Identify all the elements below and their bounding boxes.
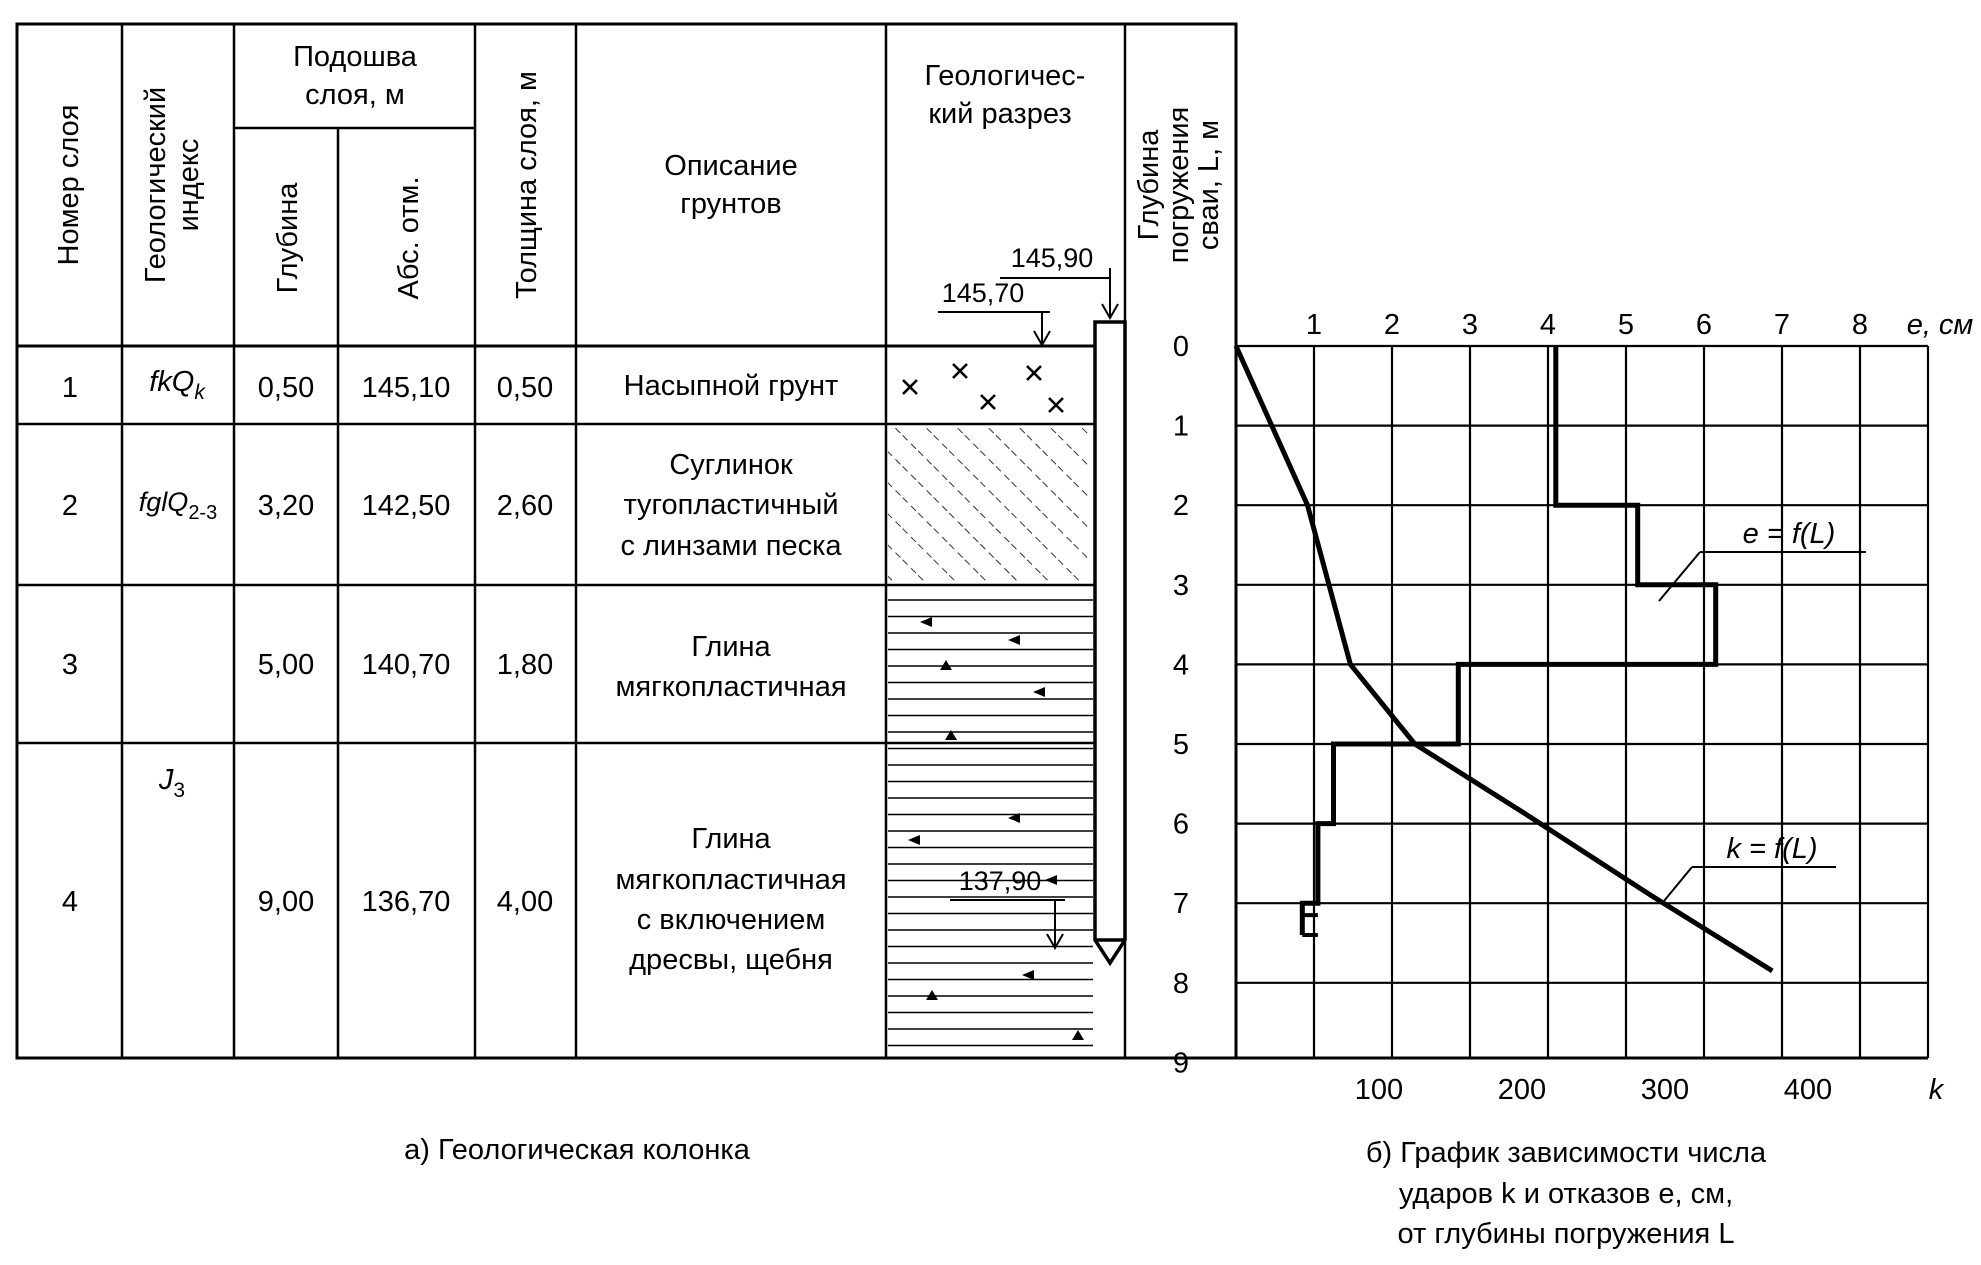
header-geo-index-1: Геологический [140,87,172,283]
header-description-2: грунтов [680,188,781,220]
loam-hatch [888,426,1088,583]
fill-symbols [902,363,1064,413]
row-1-abs: 145,10 [362,372,451,404]
e-curve-label: e = f(L) [1743,518,1836,550]
depth-scale-label: 3 [1173,570,1189,602]
caption-b-line-3: от глубины погружения L [1398,1218,1735,1250]
x-top-tick-label: 4 [1540,309,1556,341]
header-section-1: Геологичес- [925,60,1086,92]
row-2-depth: 3,20 [258,490,314,522]
e-series-hook [1302,913,1318,937]
chart-grid [1236,344,1930,1060]
row-1-description: Насыпной грунт [624,370,839,402]
row-3-num: 3 [62,649,78,681]
header-geo-index-2: индекс [173,139,205,232]
x-bottom-tick-label: 300 [1641,1074,1689,1106]
x-top-tick-label: 1 [1306,309,1322,341]
header-pile-depth-3: сваи, L, м [1193,120,1225,250]
row-2-description-3: с линзами песка [620,530,842,562]
row-3-thickness: 1,80 [497,649,553,681]
header-depth: Глубина [272,182,304,294]
row-2-description-2: тугопластичный [623,489,838,521]
clay-lines [888,599,1093,1047]
curve-labels [1658,551,1866,902]
level-marks [938,268,1119,951]
depth-scale-label: 4 [1173,649,1189,681]
header-section-2: кий разрез [928,98,1071,130]
row-1-num: 1 [62,372,78,404]
x-bottom-tick-label: 400 [1784,1074,1832,1106]
row-4-depth: 9,00 [258,886,314,918]
chart-ticks: 1 2 3 4 5 6 7 8 e, см 100 200 300 400 k [1306,309,1974,1106]
x-top-tick-label: 5 [1618,309,1634,341]
x-top-tick-label: 2 [1384,309,1400,341]
row-2-abs: 142,50 [362,490,451,522]
depth-scale-label: 6 [1173,809,1189,841]
caption-a: а) Геологическая колонка [404,1134,751,1166]
e-series-line [1299,346,1719,935]
x-bottom-tick-label: 200 [1498,1074,1546,1106]
row-4-abs: 136,70 [362,886,451,918]
x-top-tick-label: 7 [1774,309,1790,341]
header-pile-depth-2: погружения [1163,107,1195,263]
level-mark-1: 145,90 [1011,243,1094,273]
caption-b-line-2: ударов k и отказов e, см, [1399,1178,1733,1210]
table-body: 1 0,50 145,10 0,50 Насыпной грунт 2 3,20… [62,366,847,976]
header-description-1: Описание [664,150,797,182]
row-3-depth: 5,00 [258,649,314,681]
header-sole-2: слоя, м [305,79,405,111]
row-2-thickness: 2,60 [497,490,553,522]
geo-index-1: fkQk [149,366,206,404]
row-3-description-1: Глина [691,631,771,663]
depth-scale-label: 8 [1173,968,1189,1000]
row-4-thickness: 4,00 [497,886,553,918]
row-4-description-2: мягкопластичная [615,864,846,896]
depth-scale-label: 9 [1173,1047,1189,1079]
k-curve-label: k = f(L) [1726,833,1817,865]
x-top-axis-label: e, см [1907,309,1974,341]
row-1-depth: 0,50 [258,372,314,404]
row-4-num: 4 [62,886,78,918]
depth-scale-label: 5 [1173,729,1189,761]
row-1-thickness: 0,50 [497,372,553,404]
x-bottom-tick-label: 100 [1355,1074,1403,1106]
row-2-description-1: Суглинок [669,449,793,481]
header-pile-depth-1: Глубина [1133,129,1165,241]
row-4-description-4: дресвы, щебня [629,944,833,976]
row-3-description-2: мягкопластичная [615,671,846,703]
x-top-tick-label: 3 [1462,309,1478,341]
row-4-description-1: Глина [691,823,771,855]
geo-index-3: J3 [158,764,185,802]
x-bottom-axis-label: k [1929,1074,1945,1106]
pile [1093,320,1127,967]
caption-b-line-1: б) График зависимости числа [1366,1137,1767,1169]
table-headers: Номер слоя Геологический индекс Подошва … [53,41,1225,300]
depth-scale: 0 1 2 3 4 5 6 7 8 9 [1173,331,1189,1079]
chart-series [1233,344,1774,974]
clay-inclusions [908,617,1084,1040]
depth-scale-label: 7 [1173,888,1189,920]
x-top-tick-label: 8 [1852,309,1868,341]
level-mark-3: 137,90 [959,866,1042,896]
depth-scale-label: 0 [1173,331,1189,363]
header-thickness: Толщина слоя, м [511,71,543,299]
row-4-description-3: с включением [637,904,826,936]
header-layer-number: Номер слоя [53,105,85,266]
geo-index-2: fglQ2-3 [139,487,217,524]
depth-scale-label: 1 [1173,411,1189,443]
level-mark-2: 145,70 [942,278,1025,308]
depth-scale-label: 2 [1173,490,1189,522]
row-3-abs: 140,70 [362,649,451,681]
header-abs-mark: Абс. отм. [393,176,425,299]
header-sole-1: Подошва [293,41,418,73]
x-top-tick-label: 6 [1696,309,1712,341]
chart: 1 2 3 4 5 6 7 8 e, см 100 200 300 400 k e = f(L) k = … [1233,309,1974,1106]
row-2-num: 2 [62,490,78,522]
geological-section: 145,90 145,70 137,90 [888,243,1127,1047]
